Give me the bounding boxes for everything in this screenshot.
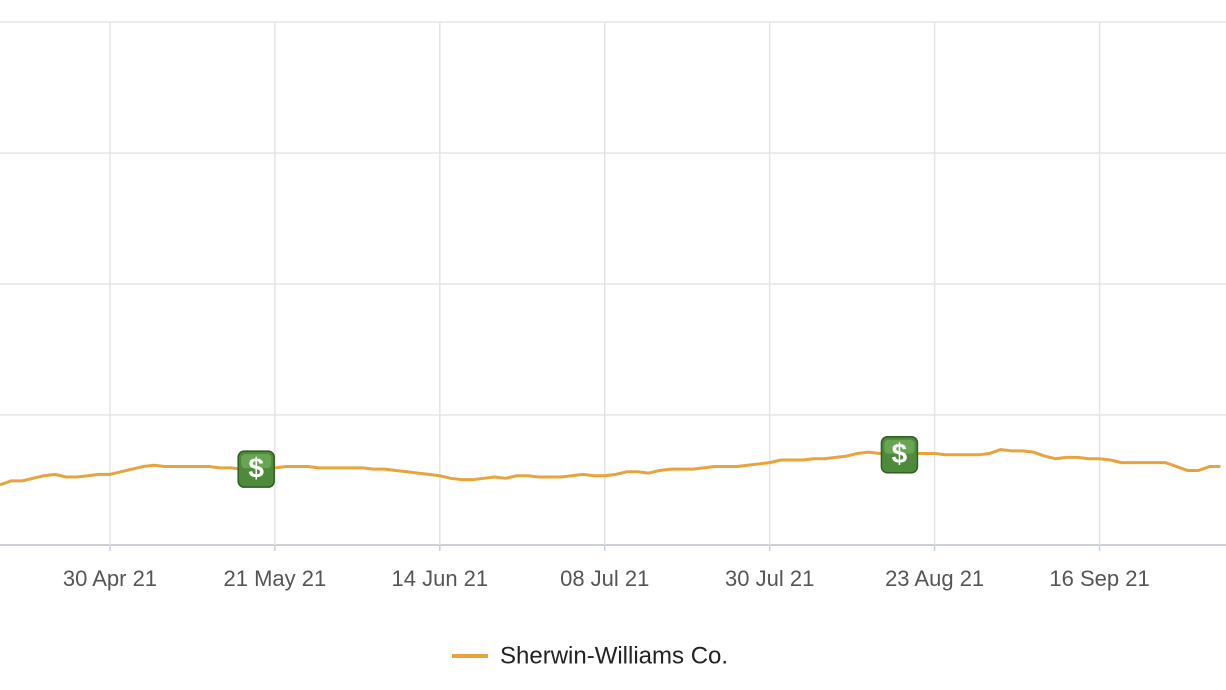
x-tick-label: 08 Jul 21 bbox=[560, 566, 649, 591]
x-tick-label: 30 Jul 21 bbox=[725, 566, 814, 591]
legend-item: Sherwin-Williams Co. bbox=[452, 642, 728, 669]
event-icon-shine bbox=[241, 454, 272, 469]
series-line bbox=[0, 448, 1221, 487]
x-tick-label: 30 Apr 21 bbox=[63, 566, 157, 591]
event-marker: $ bbox=[880, 436, 919, 474]
event-label: $ bbox=[248, 453, 264, 484]
horizontal-grid bbox=[0, 21, 1226, 416]
legend-label: Sherwin-Williams Co. bbox=[500, 642, 728, 669]
x-tick-label: 16 Sep 21 bbox=[1049, 566, 1149, 591]
event-marker: $ bbox=[237, 450, 275, 488]
x-tick-label: 21 May 21 bbox=[224, 566, 327, 591]
x-tick-label: 14 Jun 21 bbox=[392, 566, 489, 591]
event-label: $ bbox=[892, 438, 908, 469]
event-icon-shine bbox=[884, 439, 915, 454]
x-tick-label: 23 Aug 21 bbox=[885, 566, 984, 591]
